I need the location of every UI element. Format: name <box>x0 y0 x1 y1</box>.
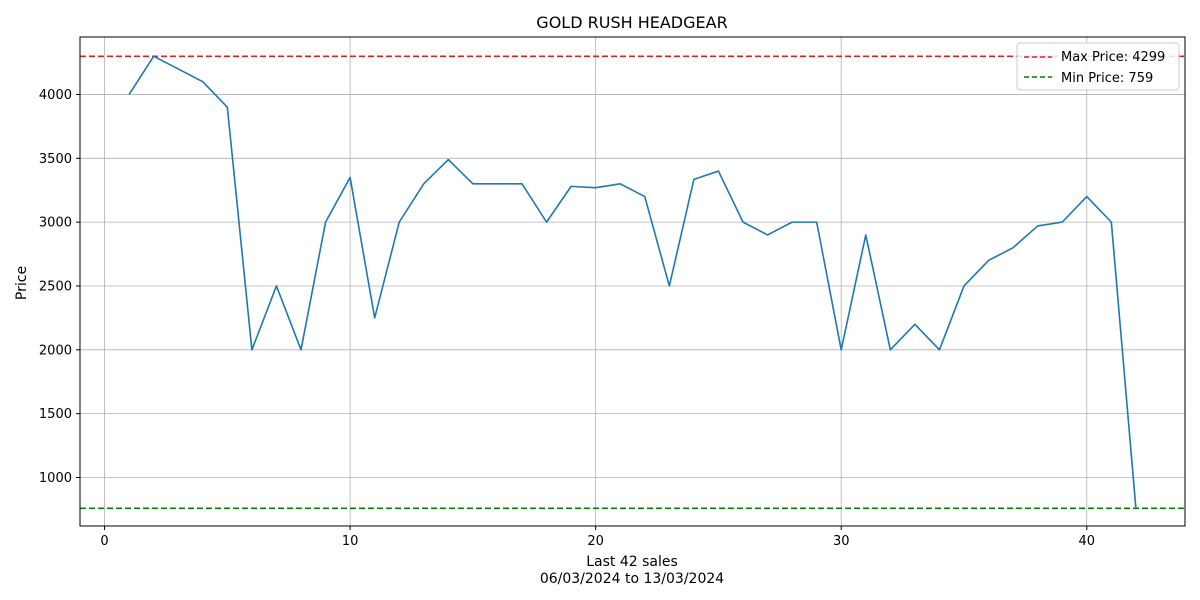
chart-title: GOLD RUSH HEADGEAR <box>536 13 727 32</box>
legend-max-label: Max Price: 4299 <box>1061 50 1165 65</box>
y-tick-label: 2500 <box>39 279 72 294</box>
y-tick-label: 2000 <box>39 343 72 358</box>
legend-min-label: Min Price: 759 <box>1061 71 1153 86</box>
series-lines <box>128 55 1137 509</box>
y-tick-label: 1000 <box>39 471 72 486</box>
plot-frame <box>79 36 1186 527</box>
y-tick-label: 3000 <box>39 216 72 231</box>
y-axis-ticks: 1000 1500 2000 2500 3000 3500 4000 <box>39 88 80 486</box>
x-axis-ticks: 0 10 20 30 40 <box>100 526 1095 549</box>
x-tick-label: 0 <box>100 534 108 549</box>
x-tick-label: 10 <box>342 534 359 549</box>
y-tick-label: 4000 <box>39 88 72 103</box>
legend: Max Price: 4299 Min Price: 759 <box>1016 42 1180 91</box>
x-tick-label: 40 <box>1079 534 1096 549</box>
legend-box <box>1016 42 1180 91</box>
reference-lines <box>80 55 1185 510</box>
y-axis-label: Price <box>14 266 30 300</box>
price-series-line <box>128 55 1137 509</box>
x-tick-label: 20 <box>587 534 604 549</box>
x-axis-label: Last 42 sales <box>586 554 678 570</box>
grid <box>80 37 1185 526</box>
x-axis-sublabel: 06/03/2024 to 13/03/2024 <box>540 571 724 587</box>
x-tick-label: 30 <box>833 534 850 549</box>
y-tick-label: 1500 <box>39 407 72 422</box>
y-tick-label: 3500 <box>39 152 72 167</box>
